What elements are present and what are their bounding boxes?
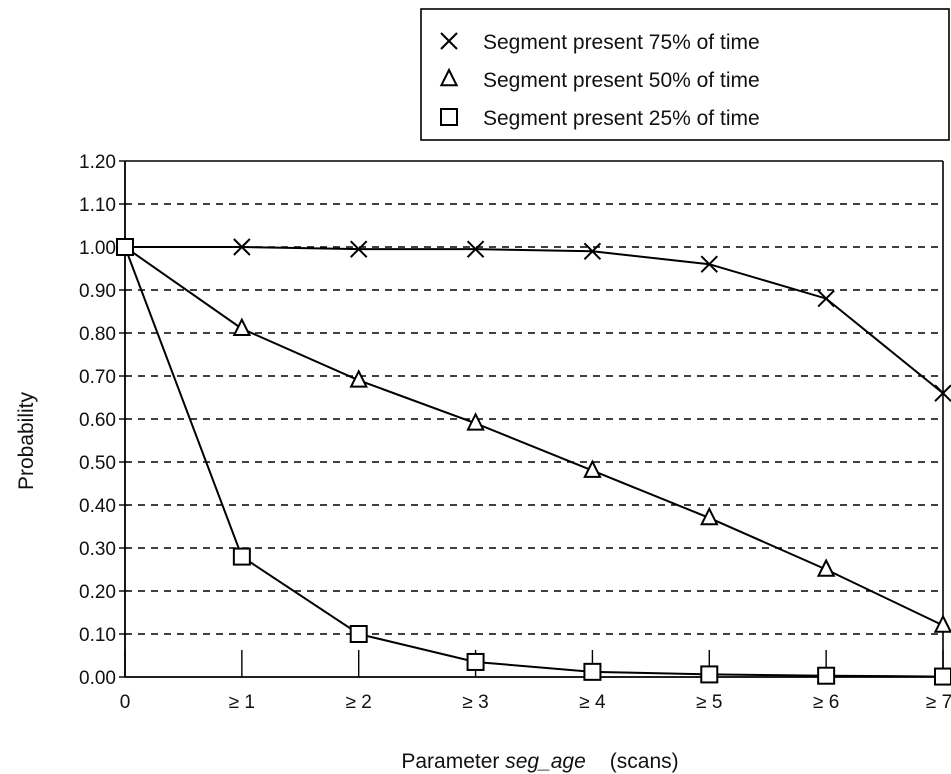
triangle-marker bbox=[933, 614, 951, 633]
x-axis-label-suffix: (scans) bbox=[610, 750, 679, 773]
y-tick-label: 1.00 bbox=[79, 238, 116, 259]
x-marker bbox=[466, 240, 485, 258]
legend-entry-label: Segment present 50% of time bbox=[483, 69, 760, 92]
y-tick-label: 0.00 bbox=[79, 668, 116, 689]
x-marker bbox=[700, 255, 718, 273]
x-tick-label: ≥ 4 bbox=[579, 692, 606, 713]
x-axis-label-prefix: Parameter bbox=[401, 750, 505, 773]
axes bbox=[119, 160, 944, 678]
y-tick-label: 0.30 bbox=[79, 539, 116, 560]
legend-entry-label: Segment present 75% of time bbox=[483, 31, 760, 54]
square-marker bbox=[583, 662, 602, 681]
square-marker bbox=[700, 665, 719, 684]
y-axis-label: Probability bbox=[15, 391, 38, 490]
series bbox=[115, 235, 951, 686]
square-marker bbox=[466, 652, 485, 671]
x-tick-label: 0 bbox=[120, 692, 131, 713]
triangle-marker bbox=[349, 369, 368, 388]
series-line-square bbox=[124, 246, 944, 678]
triangle-marker bbox=[466, 412, 485, 431]
x-marker bbox=[233, 238, 251, 256]
y-tick-label: 1.20 bbox=[79, 152, 116, 173]
legend-triangle-marker-icon bbox=[439, 67, 459, 87]
y-tick-label: 0.90 bbox=[79, 281, 116, 302]
square-marker bbox=[934, 667, 951, 686]
x-marker bbox=[934, 384, 951, 402]
x-marker bbox=[350, 240, 368, 258]
y-tick-label: 1.10 bbox=[79, 195, 116, 216]
y-tick-label: 0.10 bbox=[79, 625, 116, 646]
y-tick-label: 0.60 bbox=[79, 410, 116, 431]
y-tick-label: 0.70 bbox=[79, 367, 116, 388]
triangle-marker bbox=[816, 558, 836, 577]
legend-square-marker-icon bbox=[440, 108, 458, 126]
square-marker bbox=[232, 547, 251, 566]
legend: Segment present 75% of time Segment prese… bbox=[420, 8, 950, 141]
square-marker bbox=[116, 238, 134, 256]
y-tick-labels: 0.00 0.10 0.20 0.30 0.40 0.50 0.60 0.70 0.80 0.90… bbox=[79, 152, 116, 689]
x-axis-label: Parameter seg_age (scans) bbox=[401, 750, 678, 773]
legend-x-marker-icon bbox=[440, 32, 458, 50]
x-tick-labels: 0 ≥ 1 ≥ 2 ≥ 3 ≥ 4 ≥ 5 ≥ 6 ≥ 7 bbox=[120, 692, 951, 713]
x-tick-label: ≥ 5 bbox=[696, 692, 722, 713]
square-marker bbox=[817, 666, 836, 685]
legend-box bbox=[420, 8, 950, 141]
x-marker bbox=[583, 242, 602, 261]
y-tick-label: 0.50 bbox=[79, 453, 116, 474]
x-tick-label: ≥ 6 bbox=[813, 692, 839, 713]
x-axis-label-param: seg_age bbox=[505, 750, 586, 773]
triangle-marker bbox=[700, 506, 719, 526]
x-tick-label: ≥ 2 bbox=[346, 692, 372, 713]
x-tick-label: ≥ 7 bbox=[926, 692, 951, 713]
x-tick-label: ≥ 1 bbox=[229, 692, 255, 713]
triangle-marker bbox=[583, 459, 602, 478]
x-marker bbox=[817, 289, 835, 308]
series-line-triangle bbox=[124, 246, 944, 627]
y-tick-label: 0.80 bbox=[79, 324, 116, 345]
grid-lines bbox=[125, 203, 943, 635]
y-tick-label: 0.20 bbox=[79, 582, 116, 603]
square-marker bbox=[349, 625, 368, 643]
y-tick-label: 0.40 bbox=[79, 496, 116, 517]
triangle-marker bbox=[232, 317, 252, 336]
legend-entry-label: Segment present 25% of time bbox=[483, 107, 760, 130]
series-line-x bbox=[125, 246, 944, 394]
x-tick-label: ≥ 3 bbox=[462, 692, 488, 713]
